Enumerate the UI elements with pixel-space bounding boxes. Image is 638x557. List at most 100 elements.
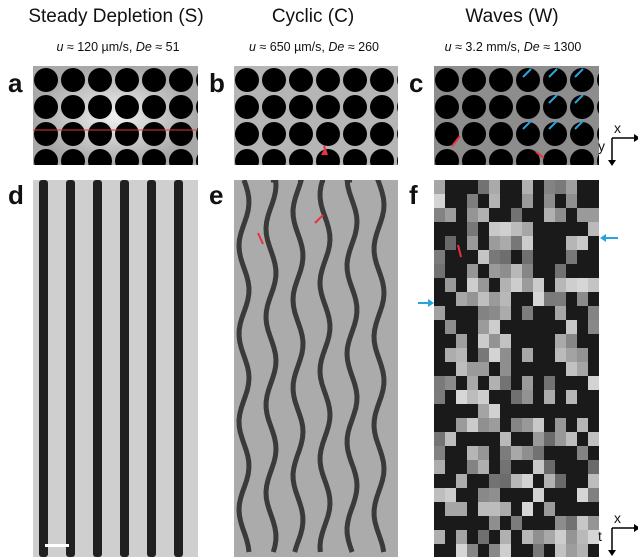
wave-texture-cell [500,544,511,557]
wave-texture-cell [500,362,511,376]
blue-arrow-right-side [600,234,618,242]
wave-texture-cell [555,306,566,320]
wave-texture-cell [577,446,588,460]
column-subtitle-waves: u ≈ 3.2 mm/s, De ≈ 1300 [444,40,582,54]
wave-texture-cell [478,390,489,404]
pillar [462,68,486,92]
wave-texture-cell [489,334,500,348]
panel-a-pillar-array [33,66,198,165]
wave-texture-cell [588,208,599,222]
wave-texture-cell [555,530,566,544]
wave-texture-cell [522,502,533,516]
pillar [370,122,394,146]
pillar [88,95,112,119]
pillar [462,95,486,119]
pillar [115,149,139,165]
pillar [435,149,459,165]
wave-texture-cell [478,446,489,460]
wave-texture-cell [577,278,588,292]
wave-texture-cell [434,250,445,264]
wave-texture-cell [544,292,555,306]
wave-texture-cell [566,320,577,334]
pillar [289,149,313,165]
wave-texture-cell [522,264,533,278]
wave-texture-cell [500,446,511,460]
wave-texture-cell [544,502,555,516]
pillar [34,122,58,146]
wave-texture-cell [511,208,522,222]
wave-texture-cell [500,264,511,278]
cyclic-streak [236,180,252,553]
pillar [435,122,459,146]
pillar [343,68,367,92]
pillar [570,122,594,146]
wave-texture-cell [500,460,511,474]
wave-texture-cell [445,376,456,390]
pillar [489,122,513,146]
wave-texture-cell [434,488,445,502]
wave-texture-cell [467,446,478,460]
panel-c-svg [434,66,599,165]
wave-texture-cell [500,278,511,292]
wave-texture-cell [533,530,544,544]
wave-texture-cell [511,264,522,278]
wave-texture-cell [588,306,599,320]
pillar [142,95,166,119]
wave-texture-cell [489,376,500,390]
wave-texture-cell [544,194,555,208]
wave-texture-cell [577,292,588,306]
wave-texture-cell [522,250,533,264]
pillar [142,122,166,146]
pillar [262,68,286,92]
wave-texture-cell [489,306,500,320]
wave-texture-cell [434,446,445,460]
depletion-stripe [93,180,102,557]
wave-texture-cell [511,390,522,404]
depletion-stripe [147,180,156,557]
pillar [316,95,340,119]
pillar [262,95,286,119]
wave-texture-cell [489,222,500,236]
wave-texture-cell [566,390,577,404]
wave-texture-cell [566,544,577,557]
wave-texture-cell [489,544,500,557]
cyclic-streak [344,180,360,553]
wave-texture-cell [511,418,522,432]
pillar [343,122,367,146]
wave-texture-cell [555,292,566,306]
wave-texture-cell [445,432,456,446]
wave-texture-cell [522,278,533,292]
wave-texture-cell [533,278,544,292]
wave-texture-cell [478,418,489,432]
pillar [316,122,340,146]
wave-texture-cell [588,320,599,334]
wave-texture-cell [533,544,544,557]
blue-arrow-left-side [418,299,434,307]
wave-texture-cell [588,376,599,390]
axis-label-y-top: y [598,138,605,154]
panel-c-red-arrow-2 [535,151,545,159]
wave-texture-cell [577,530,588,544]
panel-f-kymograph [434,180,599,557]
wave-texture-cell [478,460,489,474]
wave-texture-cell [577,516,588,530]
panel-c-red-arrow-1 [451,135,461,147]
pillar [34,68,58,92]
wave-texture-cell [478,502,489,516]
wave-texture-cell [467,390,478,404]
wave-texture-cell [467,264,478,278]
pillar [462,122,486,146]
wave-texture-cell [467,236,478,250]
pillar [61,122,85,146]
wave-texture-cell [522,236,533,250]
wave-texture-cell [522,390,533,404]
pillar [370,149,394,165]
panel-d-svg [33,180,198,557]
wave-texture-cell [577,236,588,250]
wave-texture-cell [489,474,500,488]
wave-texture-cell [478,530,489,544]
wave-texture-cell [566,278,577,292]
wave-texture-cell [588,516,599,530]
wave-texture-cell [500,530,511,544]
pillar [570,149,594,165]
